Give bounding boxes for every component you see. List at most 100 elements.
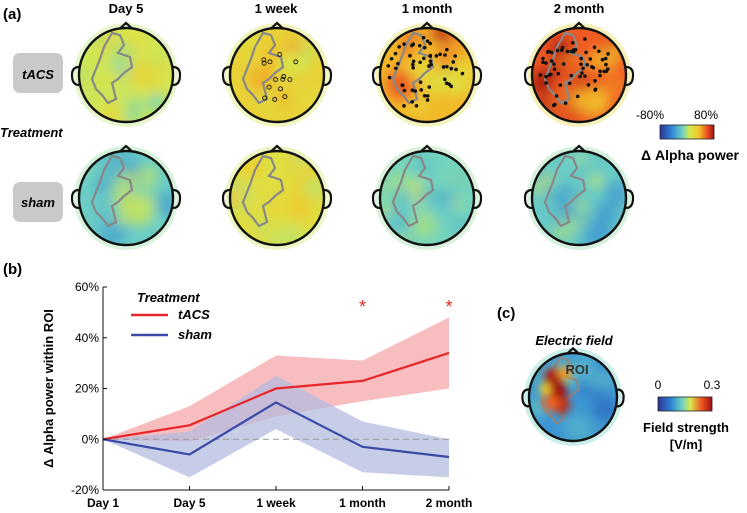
x-tick-label: 1 month bbox=[339, 496, 386, 510]
map-blob bbox=[93, 172, 116, 196]
electrode-dot bbox=[570, 41, 575, 45]
electrode-dot bbox=[445, 47, 449, 52]
electrode-dot bbox=[441, 65, 446, 69]
electrode-dot bbox=[544, 81, 548, 85]
head-outline bbox=[77, 149, 175, 247]
head-map bbox=[230, 151, 324, 245]
electrode-dot bbox=[583, 74, 587, 78]
x-tick-label: Day 1 bbox=[87, 496, 119, 510]
electrode-dot bbox=[449, 66, 454, 71]
electrode-dot bbox=[460, 71, 465, 76]
left-ear bbox=[521, 388, 530, 408]
electrode-dot bbox=[261, 57, 267, 63]
map-blob bbox=[570, 88, 594, 113]
right-ear bbox=[616, 388, 625, 408]
alpha-colorbar-min: -80% bbox=[636, 108, 664, 122]
electrode-dot bbox=[267, 59, 273, 65]
map-blobs bbox=[230, 28, 324, 122]
nose-shape bbox=[270, 144, 284, 153]
right-ear bbox=[323, 188, 333, 210]
electrode-dot bbox=[417, 43, 422, 48]
panel-c: (c) Electric field ROI 0 0.3 Field stren… bbox=[497, 305, 729, 452]
electrode-dot bbox=[272, 96, 278, 102]
significance-marker: * bbox=[359, 297, 366, 317]
y-tick-label: 60% bbox=[75, 280, 99, 294]
electrode-dot bbox=[585, 62, 590, 67]
head-halo bbox=[527, 146, 631, 250]
panel-a-label: (a) bbox=[3, 6, 21, 23]
nose-shape bbox=[270, 21, 284, 30]
electrode-dot bbox=[394, 66, 398, 71]
electrode-dot bbox=[598, 69, 602, 74]
roi-outline bbox=[391, 154, 435, 228]
row-label-tacs-box: tACS bbox=[13, 53, 63, 93]
electrode-dot bbox=[428, 41, 432, 46]
electrode-dot bbox=[413, 89, 418, 93]
electrode-dot bbox=[418, 80, 423, 85]
electrode-dot bbox=[422, 94, 427, 98]
map-blob bbox=[100, 67, 122, 89]
electrode-dot bbox=[266, 84, 272, 90]
electrode-dot bbox=[598, 73, 602, 78]
right-ear bbox=[625, 65, 635, 87]
map-blob bbox=[276, 49, 305, 78]
left-ear bbox=[70, 188, 80, 210]
electrode-dot bbox=[544, 74, 548, 79]
right-ear bbox=[473, 65, 483, 87]
head-outline bbox=[378, 26, 476, 124]
electrode-dot bbox=[584, 50, 588, 55]
map-blob bbox=[97, 102, 126, 122]
electric-field-title: Electric field bbox=[535, 333, 613, 348]
efield-head-map: ROI bbox=[521, 346, 625, 446]
panel-b: (b) -20% 0% 20% 40% 60% Day 1 Day 5 1 week 1 mon… bbox=[3, 261, 472, 510]
electrode-dot bbox=[408, 53, 412, 58]
electrode-dot bbox=[600, 57, 605, 62]
map-blob bbox=[591, 397, 616, 421]
head-halo bbox=[524, 348, 622, 446]
head-halo bbox=[225, 23, 329, 127]
legend-label-tACS: tACS bbox=[178, 307, 210, 322]
left-ear bbox=[523, 65, 533, 87]
head-map bbox=[230, 28, 324, 122]
field-colorbar-unit: [V/m] bbox=[670, 437, 703, 452]
x-tick-label: 2 month bbox=[426, 496, 473, 510]
map-blob bbox=[592, 202, 618, 228]
electrode-dot bbox=[410, 62, 415, 67]
electrode-dot bbox=[555, 48, 560, 53]
map-blob bbox=[273, 87, 292, 106]
map-blob bbox=[430, 28, 453, 45]
electrode-dot bbox=[593, 79, 597, 83]
column-header-day5: Day 5 bbox=[109, 1, 144, 16]
field-blob bbox=[539, 383, 551, 395]
electrode-dot bbox=[580, 71, 584, 75]
electric-field-topoplot: ROI bbox=[521, 346, 625, 446]
electrode-dot bbox=[583, 37, 587, 41]
left-ear bbox=[70, 65, 80, 87]
electrode-dot bbox=[549, 72, 553, 77]
right-ear bbox=[473, 188, 483, 210]
electrode-dot bbox=[427, 85, 432, 89]
map-blob bbox=[79, 65, 90, 81]
map-blob bbox=[126, 60, 155, 88]
map-blobs bbox=[79, 28, 171, 122]
electrode-dot bbox=[410, 99, 414, 104]
electrode-dot bbox=[429, 62, 433, 67]
electrode-dot bbox=[281, 74, 287, 79]
alpha-colorbar: -80% 80% Δ Alpha power bbox=[636, 108, 740, 163]
nose-shape bbox=[572, 144, 586, 153]
topoplot-sham-0 bbox=[70, 144, 182, 250]
head-outline bbox=[527, 351, 619, 443]
column-header-1week: 1 week bbox=[255, 1, 298, 16]
map-blob bbox=[422, 151, 441, 170]
electrode-dot bbox=[451, 60, 456, 64]
topoplot-sham-2 bbox=[371, 144, 483, 250]
nose-shape bbox=[420, 21, 434, 30]
electrode-dot bbox=[561, 62, 566, 66]
electrode-dot bbox=[277, 51, 283, 57]
electrode-dot bbox=[604, 62, 608, 67]
electrode-dot bbox=[558, 83, 563, 87]
x-tick-label: Day 5 bbox=[173, 496, 205, 510]
topoplot-sham-3 bbox=[523, 144, 635, 250]
head-outline bbox=[228, 149, 326, 247]
column-header-2month: 2 month bbox=[554, 1, 605, 16]
